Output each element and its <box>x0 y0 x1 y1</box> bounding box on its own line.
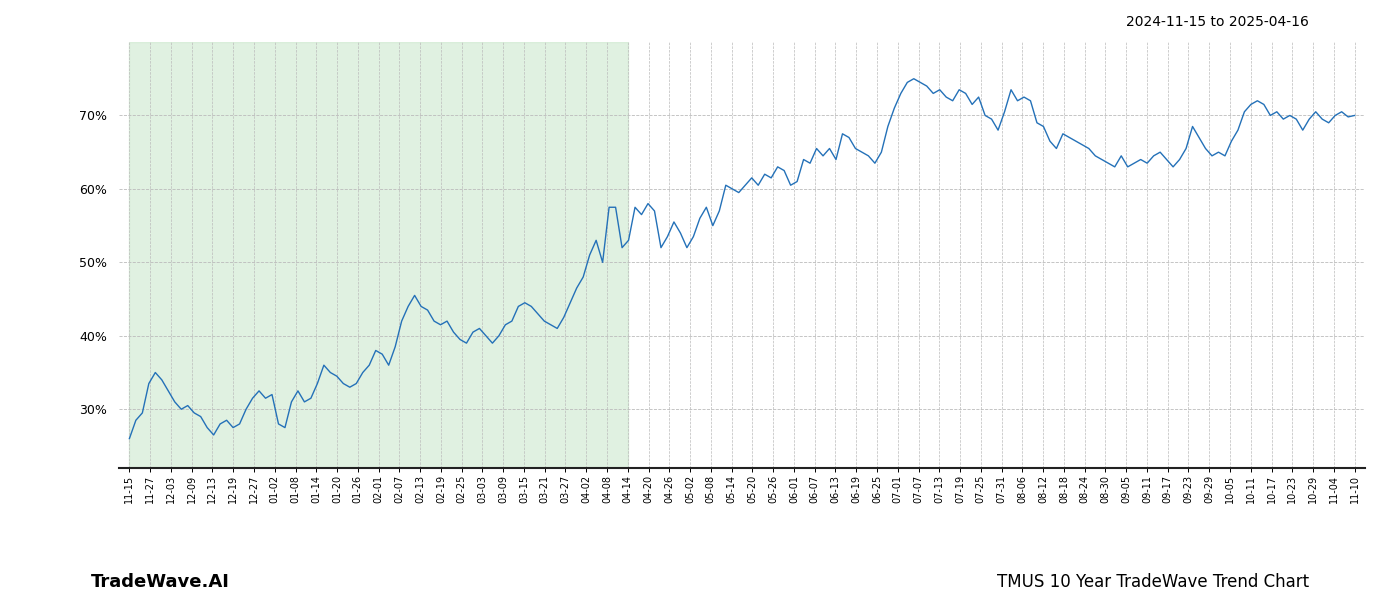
Text: TMUS 10 Year TradeWave Trend Chart: TMUS 10 Year TradeWave Trend Chart <box>997 573 1309 591</box>
Text: TradeWave.AI: TradeWave.AI <box>91 573 230 591</box>
Bar <box>129 42 627 468</box>
Text: 2024-11-15 to 2025-04-16: 2024-11-15 to 2025-04-16 <box>1126 15 1309 29</box>
